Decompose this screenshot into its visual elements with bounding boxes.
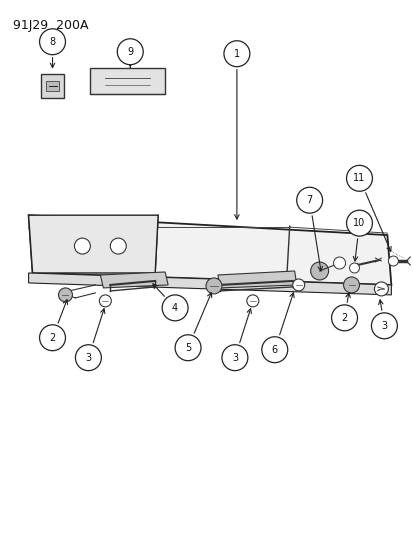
Circle shape [333, 257, 345, 269]
Circle shape [292, 279, 304, 291]
Text: 9: 9 [127, 47, 133, 56]
Circle shape [206, 278, 221, 294]
Circle shape [223, 41, 249, 67]
Text: 5: 5 [185, 343, 191, 353]
Circle shape [387, 256, 397, 266]
Text: 91J29  200A: 91J29 200A [13, 19, 88, 32]
Circle shape [40, 325, 65, 351]
Circle shape [373, 282, 387, 296]
Circle shape [117, 39, 143, 64]
Circle shape [343, 277, 358, 293]
Circle shape [74, 238, 90, 254]
Circle shape [99, 295, 111, 307]
Circle shape [296, 187, 322, 213]
Circle shape [331, 305, 357, 331]
Circle shape [75, 345, 101, 370]
Text: 4: 4 [172, 303, 178, 313]
Polygon shape [100, 272, 168, 288]
Circle shape [40, 29, 65, 55]
Text: 10: 10 [353, 218, 365, 228]
Circle shape [370, 313, 396, 339]
Circle shape [162, 295, 188, 321]
Text: 3: 3 [380, 321, 387, 331]
Circle shape [110, 238, 126, 254]
Polygon shape [28, 273, 390, 295]
FancyBboxPatch shape [40, 74, 64, 98]
Circle shape [346, 165, 372, 191]
Text: 7: 7 [306, 195, 312, 205]
Text: 1: 1 [233, 49, 240, 59]
Text: 2: 2 [49, 333, 55, 343]
Text: 3: 3 [231, 353, 237, 362]
Circle shape [246, 295, 258, 307]
Text: 3: 3 [85, 353, 91, 362]
FancyBboxPatch shape [90, 68, 165, 94]
Text: 11: 11 [353, 173, 365, 183]
Polygon shape [28, 215, 390, 285]
Text: 2: 2 [341, 313, 347, 323]
Circle shape [58, 288, 72, 302]
Circle shape [221, 345, 247, 370]
Text: 8: 8 [49, 37, 55, 47]
Circle shape [261, 337, 287, 362]
Circle shape [346, 210, 372, 236]
Circle shape [310, 262, 328, 280]
Polygon shape [28, 215, 158, 273]
FancyBboxPatch shape [45, 80, 59, 91]
Circle shape [175, 335, 201, 361]
Text: 6: 6 [271, 345, 277, 355]
Circle shape [349, 263, 358, 273]
Polygon shape [217, 271, 296, 288]
